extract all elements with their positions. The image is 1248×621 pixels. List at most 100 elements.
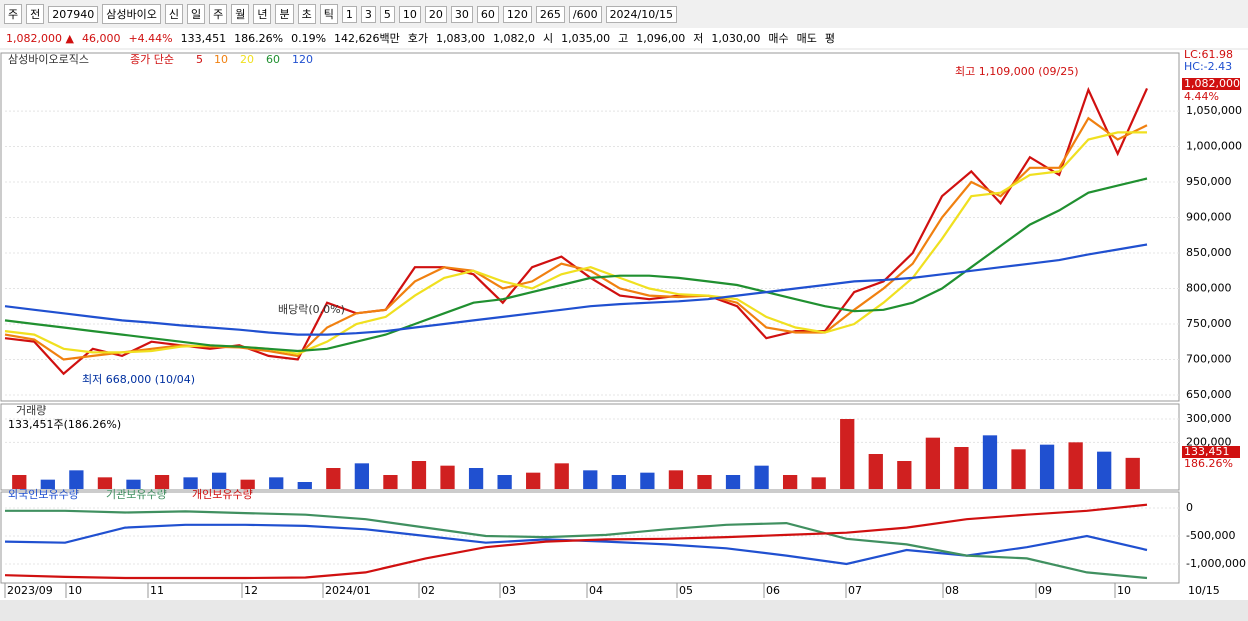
quote-field: 1,035,00 xyxy=(559,31,613,45)
volume-bar xyxy=(468,468,484,489)
toolbar-item[interactable]: 5 xyxy=(379,5,395,23)
toolbar-item[interactable]: 60 xyxy=(476,5,499,23)
toolbar-item[interactable]: 주 xyxy=(4,4,23,24)
y-tick-label: 300,000 xyxy=(1186,412,1232,425)
volume-bar xyxy=(611,475,626,489)
series-line xyxy=(4,503,1148,580)
quote-field: 186.26% xyxy=(232,31,286,45)
volume-bar xyxy=(154,475,170,489)
volume-bar xyxy=(1068,442,1083,489)
y-tick-label: 850,000 xyxy=(1186,246,1232,259)
quote-field: 저 xyxy=(691,30,706,46)
chart-area: 650,000 700,000 750,000 800,000 850,000 900,0… xyxy=(0,50,1248,621)
y-tick-label: 1,000,000 xyxy=(1186,140,1242,153)
volume-bar xyxy=(811,477,826,489)
order-button[interactable]: 매수 xyxy=(766,30,791,46)
x-last-label: 10/15 xyxy=(1188,584,1220,597)
toolbar-item[interactable]: 년 xyxy=(253,4,272,24)
toolbar-item[interactable]: 초 xyxy=(297,4,316,24)
quote-field: +4.44% xyxy=(126,31,175,45)
y-tick-label: 650,000 xyxy=(1186,388,1232,401)
x-tick-label: 07 xyxy=(848,584,862,597)
toolbar-item[interactable]: 10 xyxy=(398,5,421,23)
annotation: 최고 1,109,000 (09/25) xyxy=(955,65,1079,78)
toolbar-item[interactable]: 1 xyxy=(341,5,357,23)
toolbar-item[interactable]: 2024/10/15 xyxy=(605,5,677,23)
x-tick-label: 2024/01 xyxy=(325,584,371,597)
volume-bar xyxy=(183,477,198,489)
quote-field: 133,451 xyxy=(178,31,229,45)
volume-bar xyxy=(697,475,712,489)
y-tick-label: -500,000 xyxy=(1186,529,1235,542)
quote-field: 46,000 xyxy=(79,31,123,45)
toolbar-item[interactable]: 265 xyxy=(535,5,565,23)
chart-title: 삼성바이오로직스 xyxy=(8,53,89,66)
toolbar-item[interactable]: 주 xyxy=(209,4,228,24)
y-tick-label: 700,000 xyxy=(1186,352,1232,365)
volume-bar xyxy=(640,472,655,489)
volume-bar xyxy=(69,470,84,489)
toolbar-item[interactable]: 207940 xyxy=(48,5,99,23)
volume-bar xyxy=(411,461,427,489)
order-button[interactable]: 평 xyxy=(822,30,837,46)
side-label: 186.26% xyxy=(1184,457,1233,470)
toolbar-item[interactable]: 일 xyxy=(186,4,206,24)
toolbar-item[interactable]: /600 xyxy=(568,5,602,23)
x-tick-label: 06 xyxy=(766,584,780,597)
toolbar-item[interactable]: 120 xyxy=(502,5,532,23)
volume-bar xyxy=(725,475,741,489)
price-tag xyxy=(1182,446,1240,458)
toolbar-item[interactable]: 분 xyxy=(275,4,294,24)
x-tick-label: 02 xyxy=(421,584,435,597)
volume-bar xyxy=(1011,449,1026,489)
toolbar-item[interactable]: 틱 xyxy=(319,4,338,24)
legend-entry: 120 xyxy=(292,53,313,66)
quote-field: 고 xyxy=(616,30,631,46)
y-tick-label: -1,000,000 xyxy=(1186,557,1246,570)
side-label: HC:-2.43 xyxy=(1184,60,1232,73)
volume-bar xyxy=(925,437,941,489)
annotation: 최저 668,000 (10/04) xyxy=(82,373,195,386)
volume-bar xyxy=(754,465,769,489)
toolbar-item[interactable]: 전 xyxy=(26,4,45,24)
x-tick-label: 11 xyxy=(150,584,164,597)
chart-title: 거래량 xyxy=(16,404,46,417)
scrollbar[interactable] xyxy=(0,600,1248,621)
toolbar-item[interactable]: 30 xyxy=(450,5,473,23)
quote-field: 1,096,00 xyxy=(634,31,688,45)
volume-bar xyxy=(126,479,141,489)
y-tick-label: 200,000 xyxy=(1186,435,1232,448)
volume-bar xyxy=(269,477,284,489)
volume-bar xyxy=(1097,451,1112,489)
toolbar-item[interactable]: 3 xyxy=(360,5,376,23)
price-tag xyxy=(1182,78,1240,90)
x-tick-label: 05 xyxy=(679,584,693,597)
series-line xyxy=(4,131,1147,355)
volume-bar xyxy=(497,475,512,489)
annotation: 배당락(0.0%) xyxy=(278,303,345,316)
order-button[interactable]: 매도 xyxy=(794,30,819,46)
toolbar-item[interactable]: 20 xyxy=(424,5,447,23)
quote-field: 1,030,00 xyxy=(709,31,763,45)
toolbar-item[interactable]: 월 xyxy=(231,4,250,24)
toolbar-item[interactable]: 신 xyxy=(164,4,183,24)
x-tick-label: 12 xyxy=(244,584,258,597)
legend-entry: 60 xyxy=(266,53,280,66)
toolbar-item[interactable]: 삼성바이오 xyxy=(102,4,161,24)
x-tick-label: 10 xyxy=(1117,584,1131,597)
volume-bar xyxy=(97,477,113,489)
legend-entry: 개인보유수량 xyxy=(192,488,253,501)
x-tick-label: 04 xyxy=(589,584,603,597)
quote-field: 0.19% xyxy=(289,31,329,45)
volume-panel xyxy=(0,403,1180,491)
legend-entry: 5 xyxy=(196,53,203,66)
quote-field: 1,083,00 xyxy=(434,31,487,45)
volume-bar xyxy=(554,463,569,489)
volume-bar xyxy=(240,479,255,489)
volume-bar xyxy=(954,447,969,489)
volume-bar xyxy=(897,461,912,489)
legend-entry: 외국인보유수량 xyxy=(8,488,79,501)
volume-bar xyxy=(211,472,227,489)
volume-bar xyxy=(12,475,27,489)
